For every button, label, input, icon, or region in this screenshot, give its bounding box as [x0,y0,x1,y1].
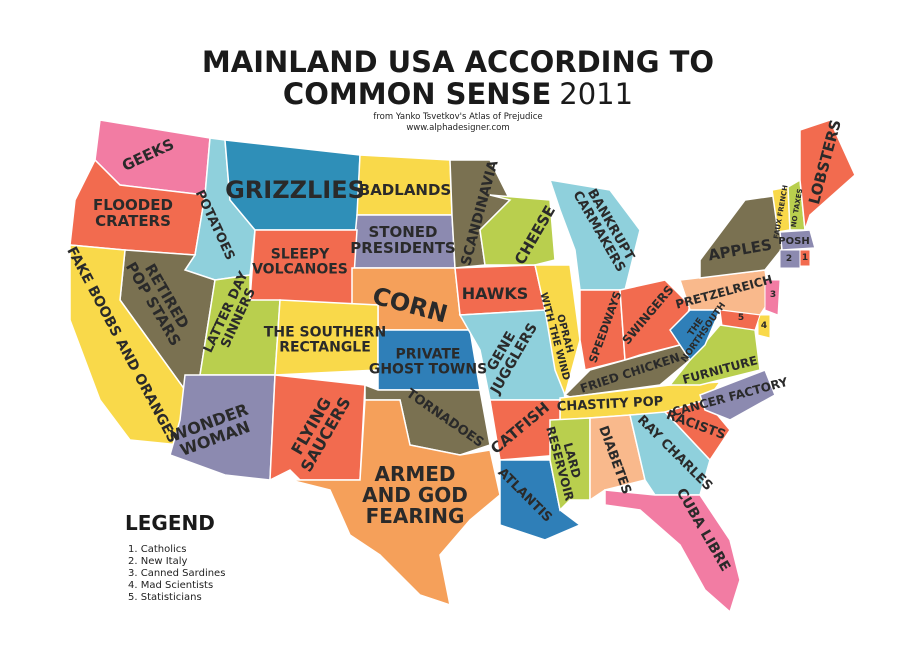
label-line: HAWKS [462,284,529,303]
state-label: STONED PRESIDENTS [350,223,455,257]
label-line: FLOODED [93,196,173,214]
state-label: THE SOUTHERN RECTANGLE [264,325,386,356]
title-line2: COMMON SENSE 2011 [283,77,633,111]
label-line: CRATERS [95,212,171,230]
title-year: 2011 [559,77,633,111]
state [719,309,761,331]
state [589,414,646,502]
label-line: PRIVATE [396,347,461,363]
state-label: ARMED AND GOD FEARING [362,462,468,528]
legend-item: 3. Canned Sardines [128,568,225,579]
state [699,369,776,421]
state-label: CHASTITY POP [556,394,663,415]
label-line: GRIZZLIES [225,176,365,204]
state [757,314,771,339]
label-line: THE SOUTHERN [264,325,386,341]
state [779,229,816,251]
state [604,489,741,614]
state [479,194,556,266]
state-label: GRIZZLIES [225,176,365,204]
legend-item: 4. Mad Scientists [128,580,213,591]
legend-item: 1. Catholics [128,544,186,555]
marker: 2 [786,254,792,264]
marker: 5 [738,313,744,323]
label-line: CHASTITY POP [556,394,663,415]
label-line: PRESIDENTS [350,239,455,257]
legend-item: 5. Statisticians [128,592,202,603]
state [668,324,761,386]
label-line: BADLANDS [359,181,451,199]
state [289,399,501,607]
label-line: POSH [778,236,809,247]
title-main: COMMON SENSE [283,77,551,111]
marker: 4 [761,321,767,331]
label-line: STONED [368,223,437,241]
state-label: POSH [778,236,809,247]
label-line: SLEEPY [271,247,330,263]
credit: from Yanko Tsvetkov's Atlas of Prejudice [373,112,542,122]
label-line: AND GOD [362,483,468,507]
state-label: SLEEPY VOLCANOES [252,247,348,278]
state-label: BADLANDS [359,181,451,199]
marker: 1 [802,253,808,263]
state-label: HAWKS [462,284,529,303]
label-line: VOLCANOES [252,261,348,277]
credit: www.alphadesigner.com [406,123,509,133]
state-label: PRIVATE GHOST TOWNS [369,347,487,378]
legend-item: 2. New Italy [128,556,187,567]
label-line: FEARING [366,504,465,528]
title-line1: MAINLAND USA ACCORDING TO [202,45,714,79]
state-label: FLOODED CRATERS [93,196,173,230]
label-line: ARMED [374,462,455,486]
state [764,279,781,316]
state [779,249,801,269]
state [663,399,731,462]
states [69,119,856,614]
label-line: RECTANGLE [279,339,371,355]
label-line: GHOST TOWNS [369,361,487,377]
legend-title: LEGEND [125,511,215,535]
marker: 3 [770,290,776,300]
